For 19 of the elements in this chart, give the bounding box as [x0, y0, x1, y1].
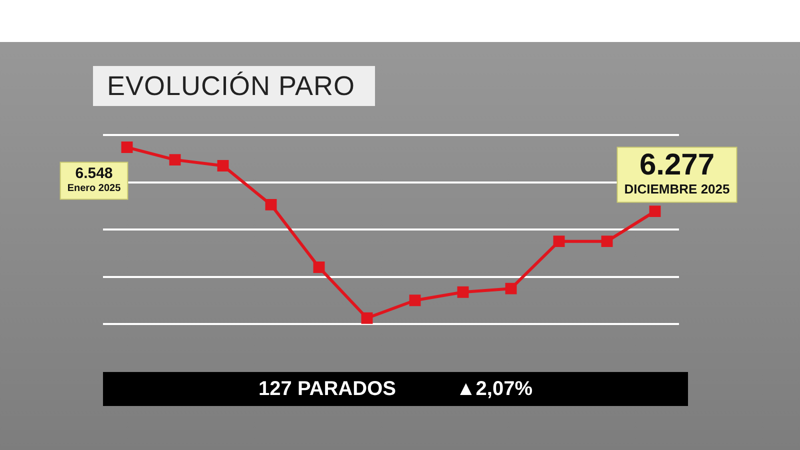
point	[553, 236, 565, 248]
annotation: Enero 2025	[67, 183, 122, 194]
point	[217, 160, 229, 172]
point	[601, 236, 613, 248]
chart-title: EVOLUCIÓN PARO	[93, 66, 375, 106]
data-label: 6.548	[75, 164, 113, 182]
data-label: 6.277	[639, 148, 715, 182]
point	[409, 294, 421, 306]
point	[649, 206, 661, 218]
point	[121, 142, 133, 154]
point	[457, 286, 469, 298]
point	[265, 198, 277, 210]
point	[169, 154, 181, 166]
text: ▲2,07%	[456, 378, 532, 400]
point	[361, 312, 373, 324]
text: 127 PARADOS	[258, 378, 396, 400]
point	[313, 262, 325, 274]
point	[505, 282, 517, 294]
annotation: DICIEMBRE 2025	[624, 181, 730, 196]
